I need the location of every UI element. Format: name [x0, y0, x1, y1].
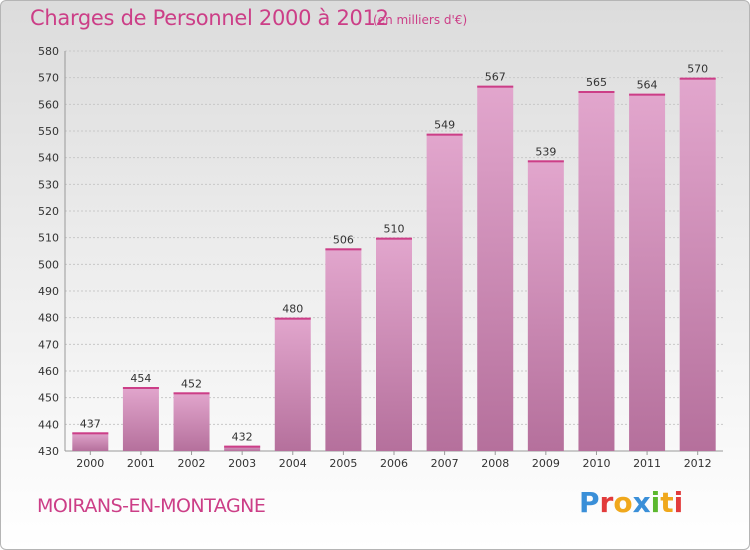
- bar: [325, 248, 362, 451]
- y-tick-label: 440: [38, 418, 59, 431]
- bar-value-label: 506: [333, 233, 354, 246]
- y-tick-label: 460: [38, 365, 59, 378]
- bar: [376, 237, 412, 451]
- logo-letter: P: [579, 486, 600, 519]
- y-tick-label: 430: [38, 445, 59, 458]
- x-tick-label: 2002: [178, 457, 206, 470]
- bar: [72, 432, 109, 451]
- y-tick-label: 570: [38, 72, 59, 85]
- bar: [578, 91, 615, 451]
- bar: [426, 133, 463, 451]
- x-tick-label: 2010: [582, 457, 610, 470]
- y-axis: 430 440 450 460 470 480 490 500 510 520 530 540 550 5…: [38, 45, 723, 458]
- bar-value-label: 432: [232, 431, 253, 444]
- bar: [122, 387, 159, 451]
- logo-letter: i: [650, 486, 661, 519]
- bar: [679, 77, 716, 452]
- x-tick-label: 2012: [684, 457, 712, 470]
- bar: [274, 317, 311, 451]
- bar-cap: [325, 248, 362, 251]
- bar-cap: [527, 160, 564, 163]
- proxiti-logo: Proxiti: [579, 486, 683, 519]
- bar-value-label: 452: [181, 377, 202, 390]
- bar-cap: [426, 133, 463, 136]
- x-tick-label: 2005: [329, 457, 357, 470]
- bar-value-label: 510: [384, 223, 405, 236]
- chart-subtitle: (en milliers d'€): [373, 13, 468, 27]
- bar-cap: [122, 387, 159, 389]
- logo-letter: x: [632, 486, 651, 519]
- y-tick-label: 490: [38, 285, 59, 298]
- y-tick-label: 560: [38, 98, 59, 111]
- logo-letter: r: [599, 486, 614, 519]
- bar-value-label: 549: [434, 119, 455, 132]
- y-tick-label: 450: [38, 392, 59, 405]
- y-tick-label: 580: [38, 45, 59, 58]
- bar-value-label: 437: [80, 417, 101, 430]
- bar-value-label: 454: [130, 372, 151, 385]
- bar: [629, 93, 666, 452]
- x-tick-label: 2004: [279, 457, 307, 470]
- y-tick-label: 500: [38, 258, 59, 271]
- y-tick-label: 520: [38, 205, 59, 218]
- bar-cap: [629, 93, 666, 96]
- x-tick-label: 2003: [228, 457, 256, 470]
- x-tick-label: 2011: [633, 457, 661, 470]
- bar-cap: [477, 85, 514, 88]
- y-tick-label: 540: [38, 152, 59, 165]
- y-tick-label: 510: [38, 232, 59, 245]
- y-tick-label: 480: [38, 312, 59, 325]
- y-tick-label: 550: [38, 125, 59, 138]
- logo-letter: t: [660, 486, 674, 519]
- bar: [224, 445, 261, 451]
- bar-cap: [173, 392, 210, 395]
- x-tick-label: 2000: [76, 457, 104, 470]
- bar-value-label: 539: [535, 145, 556, 158]
- x-tick-label: 2009: [532, 457, 560, 470]
- y-tick-label: 470: [38, 338, 59, 351]
- bar-value-label: 480: [282, 303, 303, 316]
- x-tick-label: 2006: [380, 457, 408, 470]
- x-axis: 2000 2001 2002 2003 2004 2005 2006 2007 2008 2009…: [76, 451, 712, 470]
- bar-cap: [679, 77, 716, 80]
- x-tick-label: 2008: [481, 457, 509, 470]
- x-tick-label: 2007: [431, 457, 459, 470]
- chart-title: Charges de Personnel 2000 à 2012: [30, 6, 389, 30]
- bar: [173, 392, 210, 451]
- bar-value-label: 570: [687, 63, 708, 76]
- bar-cap: [224, 445, 261, 448]
- bar-cap: [72, 432, 109, 435]
- logo-letter: o: [613, 486, 633, 519]
- y-tick-label: 530: [38, 178, 59, 191]
- logo-letter: i: [673, 486, 684, 519]
- bar-cap: [376, 237, 412, 240]
- x-tick-label: 2001: [127, 457, 155, 470]
- bar-value-label: 565: [586, 76, 607, 89]
- bar: [477, 85, 514, 452]
- chart-bars: 437 454 452 432 480 506 510 549 567 539 565 564 570: [72, 63, 716, 452]
- bar-cap: [578, 91, 615, 93]
- bar-value-label: 567: [485, 71, 506, 84]
- commune-name: MOIRANS-EN-MONTAGNE: [37, 495, 266, 517]
- bar-cap: [274, 317, 311, 320]
- bar-value-label: 564: [637, 79, 658, 92]
- bar: [527, 160, 564, 452]
